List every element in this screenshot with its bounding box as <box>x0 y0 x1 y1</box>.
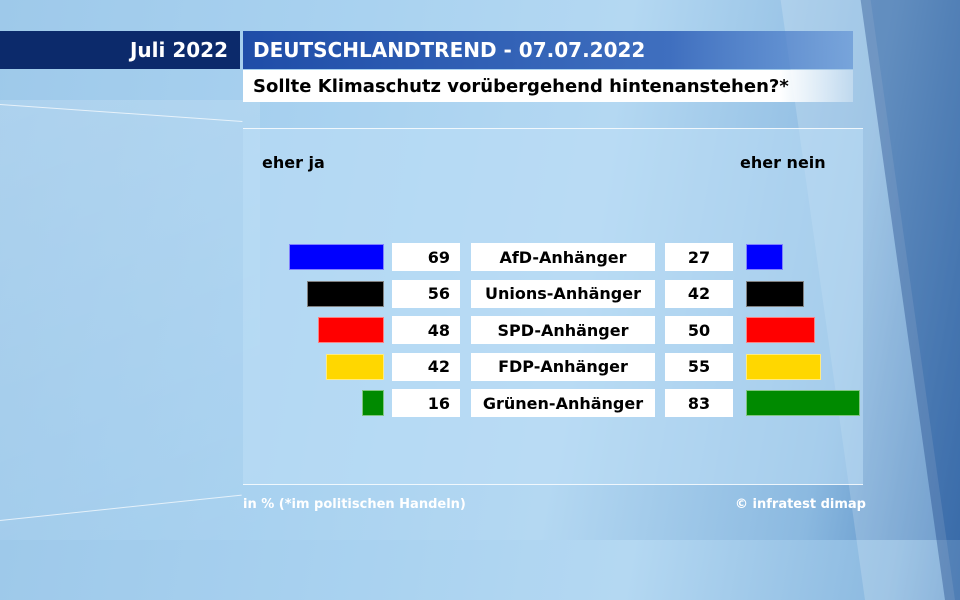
category-label: Unions-Anhänger <box>471 279 655 308</box>
value-no: 27 <box>665 243 733 271</box>
background-stripe-dark <box>855 0 960 600</box>
bar-yes <box>307 280 384 307</box>
bar-no <box>746 244 783 270</box>
background-gradient <box>0 100 260 540</box>
value-no: 50 <box>665 316 733 344</box>
value-no: 55 <box>665 352 733 381</box>
footnote: in % (*im politischen Handeln) <box>243 497 466 512</box>
decor-line <box>0 104 243 122</box>
date-label: Juli 2022 <box>0 31 240 69</box>
bar-no <box>746 390 860 416</box>
bar-yes <box>362 390 384 416</box>
category-label: AfD-Anhänger <box>471 243 655 271</box>
value-no: 42 <box>665 279 733 308</box>
value-yes: 16 <box>392 389 460 417</box>
category-label: FDP-Anhänger <box>471 352 655 381</box>
category-label: Grünen-Anhänger <box>471 389 655 417</box>
bar-no <box>746 353 822 380</box>
column-header-yes: eher ja <box>262 153 325 172</box>
column-header-no: eher nein <box>740 153 826 172</box>
value-yes: 48 <box>392 316 460 344</box>
bar-yes <box>326 353 384 380</box>
category-label: SPD-Anhänger <box>471 316 655 344</box>
value-no: 83 <box>665 389 733 417</box>
value-yes: 42 <box>392 352 460 381</box>
decor-line <box>0 494 242 521</box>
bar-no <box>746 280 804 307</box>
page-title: DEUTSCHLANDTREND - 07.07.2022 <box>243 31 853 69</box>
question-subtitle: Sollte Klimaschutz vorübergehend hintena… <box>243 70 853 102</box>
bar-no <box>746 317 815 343</box>
bar-yes <box>318 317 384 343</box>
bar-yes <box>289 244 384 270</box>
value-yes: 56 <box>392 279 460 308</box>
value-yes: 69 <box>392 243 460 271</box>
source-credit: © infratest dimap <box>735 497 866 512</box>
